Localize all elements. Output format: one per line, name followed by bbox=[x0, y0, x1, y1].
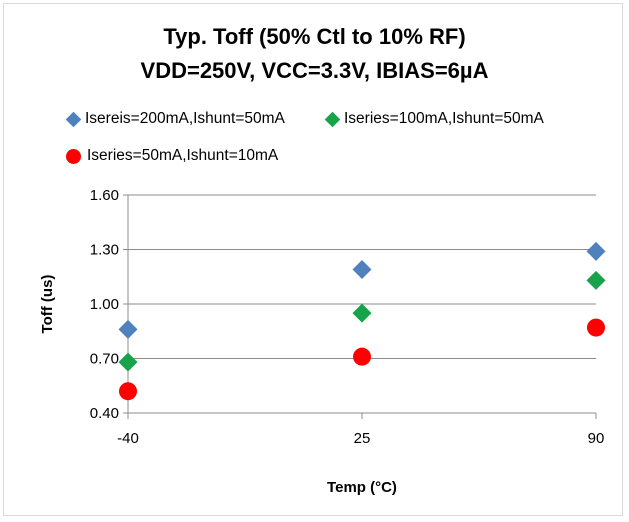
data-point-series-1 bbox=[586, 241, 606, 261]
chart-title-line-2: VDD=250V, VCC=3.3V, IBIAS=6µA bbox=[140, 58, 489, 83]
data-point-series-2 bbox=[118, 352, 138, 372]
y-tick-label: 1.60 bbox=[90, 187, 119, 204]
x-axis-title: Temp (°C) bbox=[327, 479, 397, 496]
data-point-series-1 bbox=[118, 319, 138, 339]
legend-item-series-1: Isereis=200mA,Ishunt=50mA bbox=[65, 110, 285, 128]
data-point-series-1 bbox=[352, 259, 372, 279]
chart-frame bbox=[3, 3, 623, 516]
data-point-series-2 bbox=[352, 303, 372, 323]
legend-item-series-2: Iseries=100mA,Ishunt=50mA bbox=[324, 110, 544, 128]
legend-item-series-3: Iseries=50mA,Ishunt=10mA bbox=[66, 147, 278, 165]
x-tick-label: -40 bbox=[117, 430, 139, 447]
data-point-series-2 bbox=[586, 270, 606, 290]
legend-label: Iseries=100mA,Ishunt=50mA bbox=[344, 110, 544, 127]
legend-label: Iseries=50mA,Ishunt=10mA bbox=[87, 147, 279, 164]
x-tick-label: 25 bbox=[354, 430, 371, 447]
data-point-series-3 bbox=[119, 382, 137, 401]
y-tick-label: 0.70 bbox=[90, 351, 119, 368]
y-tick-label: 1.30 bbox=[90, 242, 119, 259]
legend-label: Isereis=200mA,Ishunt=50mA bbox=[85, 110, 285, 127]
x-tick-label: 90 bbox=[588, 430, 605, 447]
y-tick-label: 1.00 bbox=[90, 296, 119, 313]
y-tick-label: 0.40 bbox=[90, 405, 119, 422]
data-point-series-3 bbox=[353, 347, 371, 366]
legend-circle-icon bbox=[66, 148, 81, 164]
y-axis-title: Toff (us) bbox=[39, 275, 56, 334]
chart-title-line-1: Typ. Toff (50% Ctl to 10% RF) bbox=[163, 24, 466, 49]
data-point-series-3 bbox=[587, 318, 605, 337]
